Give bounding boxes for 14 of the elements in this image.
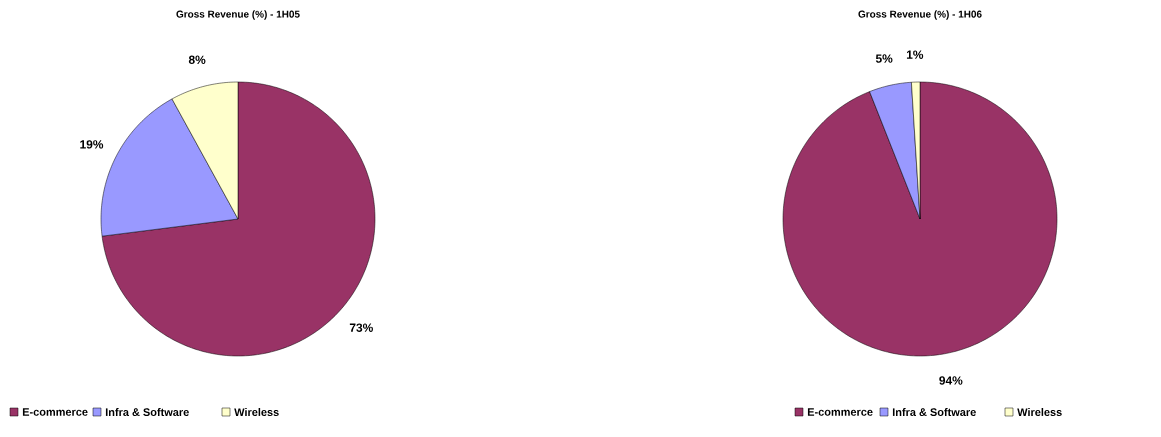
legend-label: Infra & Software	[892, 407, 976, 417]
data-label: 8%	[188, 55, 206, 64]
legend-label: E-commerce	[807, 408, 873, 416]
data-label: 1%	[906, 50, 924, 59]
legend-label: E-commerce	[22, 408, 88, 416]
chart-title: Gross Revenue (%) - 1H06	[858, 10, 982, 20]
chart-title: Gross Revenue (%) - 1H05	[176, 10, 300, 20]
data-label: 19%	[80, 140, 104, 149]
data-label: 5%	[875, 54, 893, 63]
data-label: 73%	[349, 323, 373, 332]
legend-label: Infra & Software	[105, 407, 189, 417]
data-label: 94%	[939, 376, 963, 385]
legend-label: Wireless	[1017, 407, 1062, 417]
legend-label: Wireless	[234, 407, 279, 417]
